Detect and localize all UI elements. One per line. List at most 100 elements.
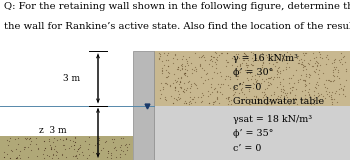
Point [176,95,181,98]
Point [274,73,280,75]
Point [244,63,250,66]
Point [216,101,222,104]
Point [6,140,12,142]
Point [187,100,193,102]
Point [254,79,260,82]
Point [16,153,22,156]
Point [275,70,280,73]
Point [157,52,162,55]
Point [237,65,243,67]
Point [278,88,284,91]
Point [182,64,188,67]
Point [296,61,301,64]
Point [108,151,114,154]
Point [53,150,59,153]
Point [203,72,209,75]
Point [319,57,324,59]
Point [278,90,284,93]
Point [266,84,272,86]
Point [327,91,332,93]
Point [280,69,286,71]
Point [294,88,299,90]
Point [226,95,231,98]
Point [227,86,232,89]
Point [86,136,92,139]
Point [330,80,336,82]
Point [247,103,252,106]
Point [118,153,123,156]
Point [330,69,335,72]
Point [291,98,296,100]
Point [306,93,312,95]
Point [317,64,323,66]
Point [213,58,218,60]
Point [175,66,181,69]
Point [320,72,326,74]
Point [331,59,337,61]
Point [303,80,308,82]
Point [210,55,216,58]
Point [72,148,77,151]
Point [191,69,197,71]
Point [241,51,247,54]
Point [236,69,242,72]
Point [268,76,274,78]
Point [54,154,59,157]
Point [177,81,183,84]
Point [231,58,237,60]
Point [204,72,210,74]
Point [243,96,249,98]
Point [164,76,170,78]
Point [281,58,287,61]
Point [215,59,220,62]
Point [120,149,125,152]
Point [332,92,337,95]
Point [340,89,345,91]
Point [334,74,340,77]
Point [302,94,308,96]
Point [266,84,271,87]
Point [296,59,302,61]
Point [322,86,328,88]
Point [286,56,292,59]
Point [257,98,262,101]
Point [287,77,292,79]
Point [269,83,274,85]
Point [310,65,316,68]
Point [172,88,178,91]
Point [295,80,301,83]
Point [190,98,196,100]
Point [262,93,268,96]
Point [302,85,308,88]
Point [291,81,297,84]
Point [205,78,211,80]
Point [240,80,246,83]
Point [165,58,170,61]
Point [246,59,251,62]
Point [189,68,195,71]
Point [336,88,342,90]
Point [305,62,311,64]
Point [75,157,80,159]
Point [301,52,306,54]
Point [214,96,220,99]
Point [228,77,233,80]
Point [92,144,97,147]
Point [330,71,336,73]
Point [273,61,279,63]
Point [228,103,233,106]
Point [263,95,268,97]
Point [293,93,298,96]
Point [71,154,76,157]
Point [194,87,200,89]
Bar [133,51,154,160]
Point [159,59,164,62]
Point [60,144,65,146]
Point [185,64,191,67]
Point [314,60,320,63]
Point [23,138,28,140]
Point [253,80,258,82]
Point [328,79,334,82]
Point [177,96,182,99]
Point [268,52,273,55]
